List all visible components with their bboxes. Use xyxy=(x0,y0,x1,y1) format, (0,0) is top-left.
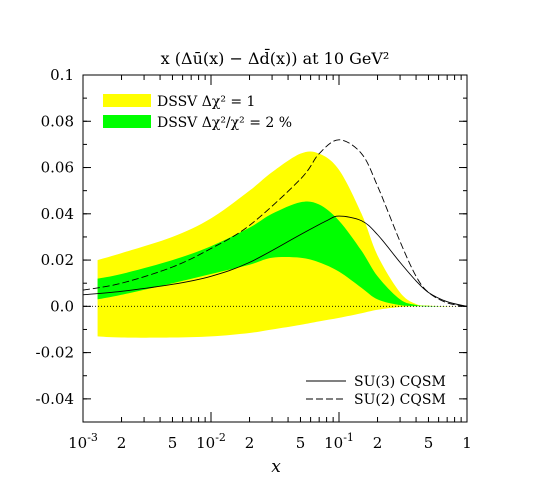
y-tick-label: 0.1 xyxy=(50,66,74,84)
series-su2-cqsm xyxy=(82,139,468,307)
legend-swatch xyxy=(103,115,151,128)
x-tick-label: 10-3 xyxy=(68,431,98,452)
x-minor-tick-label: 2 xyxy=(245,434,255,452)
legend-label: DSSV Δχ²/χ² = 2 % xyxy=(157,115,292,131)
y-tick-label: -0.04 xyxy=(36,390,74,408)
plot-frame xyxy=(82,74,468,423)
legend-label: DSSV Δχ² = 1 xyxy=(157,94,255,110)
x-tick-label: 10-2 xyxy=(196,431,226,452)
x-minor-tick-label: 2 xyxy=(117,434,127,452)
y-tick-label: 0.06 xyxy=(41,159,74,177)
legend-label: SU(3) CQSM xyxy=(354,374,446,390)
x-axis-label: x xyxy=(271,457,281,477)
x-minor-tick-label: 5 xyxy=(168,434,178,452)
x-minor-tick-label: 5 xyxy=(424,434,434,452)
y-tick-label: 0.08 xyxy=(41,112,74,130)
legend: DSSV Δχ² = 1 DSSV Δχ²/χ² = 2 % SU(3) CQSM S… xyxy=(103,94,446,408)
legend-label: SU(2) CQSM xyxy=(354,392,446,408)
chart-title: x (Δū(x) − Δd̄(x)) at 10 GeV² xyxy=(161,47,390,68)
y-tick-label: 0.0 xyxy=(50,297,74,315)
x-minor-tick-label: 5 xyxy=(296,434,306,452)
x-tick-label: 1 xyxy=(462,434,472,452)
series-su3-cqsm xyxy=(82,215,468,307)
x-tick-label: 10-1 xyxy=(324,431,354,452)
legend-swatch xyxy=(103,94,151,107)
y-tick-label: 0.02 xyxy=(41,251,74,269)
y-tick-label: -0.02 xyxy=(36,344,74,362)
band-dchi2-2pct xyxy=(97,201,467,307)
x-minor-tick-label: 2 xyxy=(373,434,383,452)
axes: -0.04 -0.02 0.0 0.02 0.04 0.06 0.08 0.1 10-3 10-2… xyxy=(36,66,472,452)
plot-area xyxy=(82,139,468,338)
y-tick-label: 0.04 xyxy=(41,205,74,223)
